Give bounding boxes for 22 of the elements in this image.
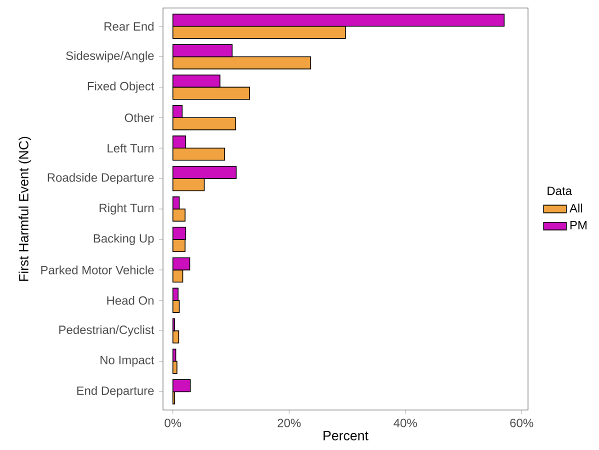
y-tick-label: No Impact [100, 356, 154, 367]
y-axis-title: First Harmful Event (NC) [18, 136, 32, 281]
y-tick-label: Other [124, 113, 154, 122]
y-tick-label: Fixed Object [88, 82, 154, 93]
x-tick-label: 40% [394, 418, 417, 428]
y-tick-label: Right Turn [100, 203, 154, 215]
y-tick-label: Parked Motor Vehicle [41, 266, 154, 274]
x-axis-title: Percent [324, 431, 368, 440]
y-tick-label: Roadside Departure [48, 172, 154, 184]
legend-title: Data [548, 186, 572, 196]
y-tick-label: End Departure [77, 386, 154, 398]
legend-label: All [569, 204, 582, 212]
y-tick-label: Backing Up [94, 234, 154, 246]
y-tick-label: Rear End [104, 22, 154, 31]
y-tick-label: Left Turn [108, 144, 154, 153]
x-tick-label: 60% [510, 418, 534, 428]
y-tick-label: Head On [107, 296, 154, 305]
y-tick-label: Pedestrian/Cyclist [59, 325, 154, 336]
x-tick-label: 0% [164, 418, 182, 428]
y-tick-label: Sideswipe/Angle [66, 51, 154, 62]
x-tick-label: 20% [278, 418, 301, 428]
legend-label: PM [570, 221, 586, 230]
